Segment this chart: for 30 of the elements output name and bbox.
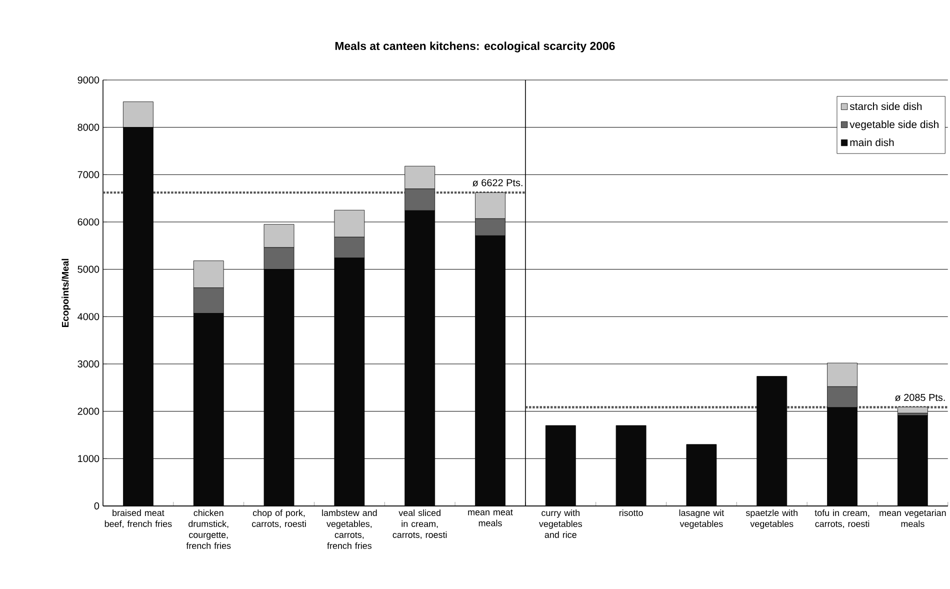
x-tick-label: mean vegetarian meals [880,509,946,528]
x-tick-label: chicken drumstick, courgette, french fries [186,509,231,549]
y-tick-label: 7000 [78,171,100,178]
y-tick-label: 9000 [78,76,100,84]
legend-label: vegetable side dish [850,120,938,130]
bar [897,406,928,414]
y-tick-label: 8000 [78,124,100,131]
y-tick-label: 1000 [78,455,100,462]
y-tick-label: 3000 [78,360,100,368]
x-tick-label: spaetzle with vegetables [746,509,798,529]
x-tick-label: braised meat beef, french fries [104,509,172,528]
legend-label: main dish [850,138,894,146]
y-tick-label: 0 [94,502,100,510]
y-tick-label: 4000 [78,313,100,320]
ref-line-label: ø 2085 Pts. [894,394,945,402]
y-tick-label: 2000 [78,408,100,415]
ref-line-label: ø 6622 Pts. [472,179,522,186]
x-tick-label: tofu in cream, carrots, roesti [814,509,870,528]
y-axis-title: Ecopoints/Meal [62,258,70,328]
x-tick-label: chop of pork, carrots, roesti [252,509,306,528]
x-tick-label: lasagne wit vegetables [679,509,724,529]
x-tick-label: risotto [619,509,643,516]
y-tick-label: 5000 [78,266,100,273]
x-tick-label: mean meat meals [468,509,513,526]
y-tick-label: 6000 [78,218,100,226]
chart-title: Meals at canteen kitchens: ecological scarcity 2006 [335,42,615,52]
x-tick-label: curry with vegetables and rice [538,509,582,538]
x-tick-label: veal sliced in cream, carrots, roesti [392,509,447,540]
legend-label: starch side dish [850,102,922,110]
x-tick-label: lambstew and vegetables, carrots, french fries [322,509,377,549]
